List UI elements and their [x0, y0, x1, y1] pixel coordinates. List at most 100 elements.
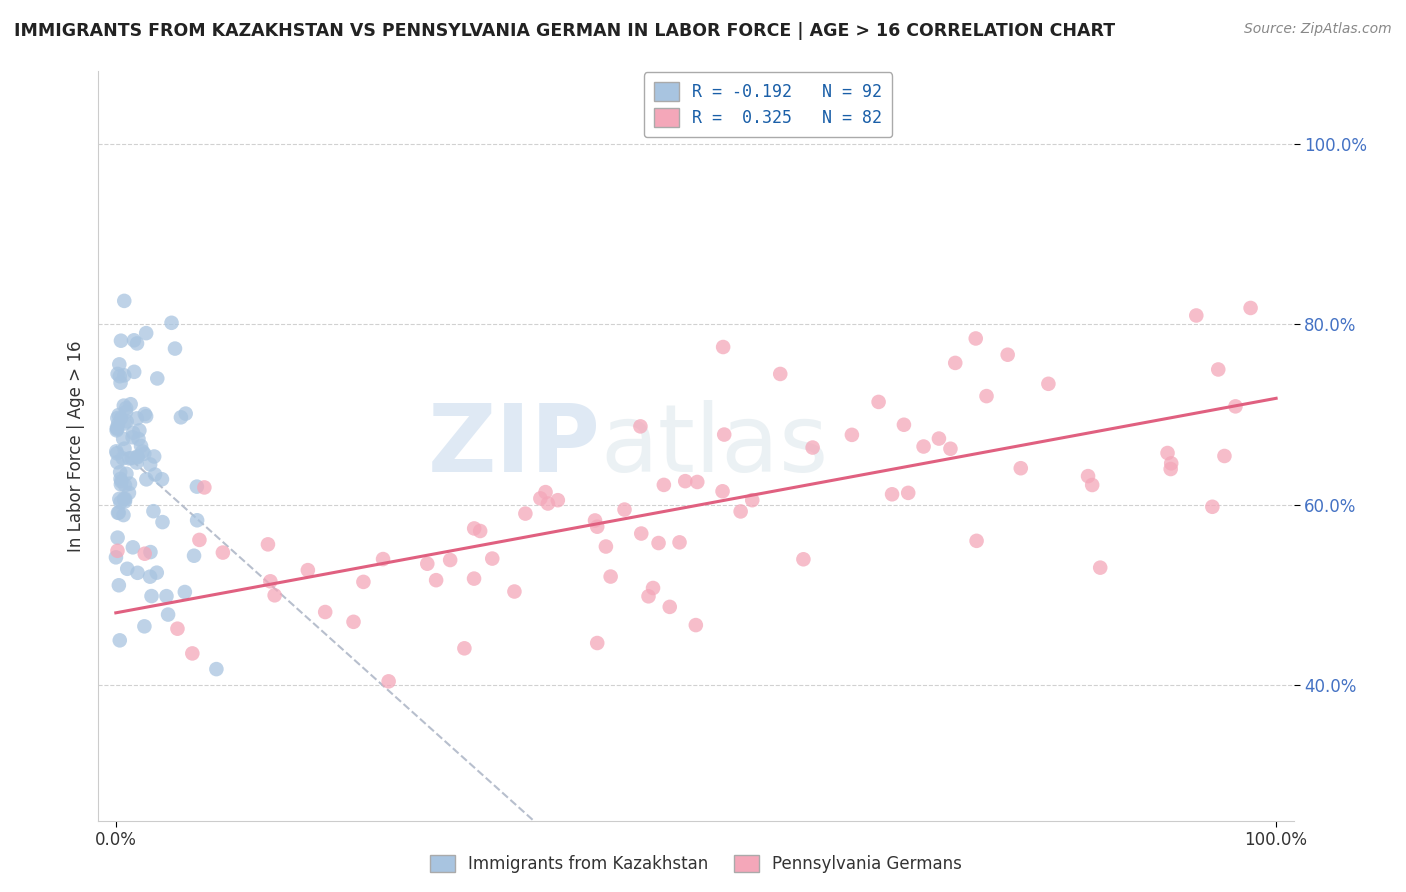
- Point: [416, 557, 439, 571]
- Point: [104, 550, 127, 565]
- Point: [686, 475, 709, 489]
- Point: [155, 589, 177, 603]
- Point: [117, 562, 139, 576]
- Point: [110, 495, 132, 509]
- Point: [1038, 376, 1060, 391]
- Point: [534, 485, 557, 500]
- Point: [1239, 301, 1261, 315]
- Point: [105, 423, 128, 437]
- Point: [134, 547, 156, 561]
- Point: [1213, 449, 1236, 463]
- Point: [139, 569, 162, 583]
- Text: ZIP: ZIP: [427, 400, 600, 492]
- Point: [107, 367, 129, 381]
- Point: [965, 331, 987, 345]
- Point: [128, 424, 150, 438]
- Point: [257, 537, 280, 551]
- Point: [801, 441, 824, 455]
- Point: [1185, 309, 1208, 323]
- Point: [641, 581, 664, 595]
- Point: [134, 447, 156, 461]
- Point: [139, 458, 162, 472]
- Point: [135, 409, 157, 424]
- Point: [107, 417, 129, 431]
- Point: [121, 541, 143, 555]
- Point: [115, 467, 138, 481]
- Point: [142, 504, 165, 518]
- Point: [595, 540, 617, 554]
- Point: [105, 446, 128, 460]
- Point: [150, 472, 173, 486]
- Point: [352, 574, 374, 589]
- Point: [186, 480, 208, 494]
- Point: [1201, 500, 1223, 514]
- Point: [188, 533, 211, 547]
- Point: [880, 487, 903, 501]
- Point: [1160, 456, 1182, 470]
- Point: [1225, 400, 1247, 414]
- Text: atlas: atlas: [600, 400, 828, 492]
- Point: [1090, 560, 1112, 574]
- Point: [122, 334, 145, 348]
- Point: [107, 408, 129, 422]
- Point: [141, 589, 163, 603]
- Point: [537, 496, 560, 510]
- Point: [897, 486, 920, 500]
- Point: [547, 493, 569, 508]
- Point: [259, 574, 281, 589]
- Point: [453, 641, 475, 656]
- Point: [129, 439, 152, 453]
- Point: [685, 618, 707, 632]
- Point: [114, 442, 136, 456]
- Point: [586, 519, 609, 533]
- Point: [174, 407, 197, 421]
- Point: [463, 572, 485, 586]
- Point: [125, 336, 148, 351]
- Point: [205, 662, 228, 676]
- Point: [115, 414, 138, 428]
- Point: [112, 491, 135, 506]
- Point: [481, 551, 503, 566]
- Point: [741, 493, 763, 508]
- Point: [730, 504, 752, 518]
- Point: [792, 552, 814, 566]
- Point: [647, 536, 669, 550]
- Point: [1081, 478, 1104, 492]
- Point: [108, 578, 131, 592]
- Point: [673, 474, 696, 488]
- Point: [114, 491, 136, 506]
- Point: [105, 420, 128, 434]
- Point: [146, 566, 169, 580]
- Point: [110, 472, 132, 486]
- Point: [108, 369, 131, 384]
- Point: [107, 543, 129, 558]
- Point: [108, 465, 131, 479]
- Point: [135, 326, 157, 340]
- Point: [134, 619, 156, 633]
- Point: [1077, 469, 1099, 483]
- Point: [976, 389, 998, 403]
- Point: [377, 674, 399, 689]
- Point: [186, 513, 208, 527]
- Point: [105, 455, 128, 469]
- Point: [157, 607, 180, 622]
- Point: [105, 411, 128, 425]
- Point: [212, 545, 235, 559]
- Point: [112, 508, 135, 522]
- Point: [658, 599, 681, 614]
- Point: [108, 357, 131, 371]
- Point: [105, 444, 128, 458]
- Point: [183, 549, 205, 563]
- Point: [146, 371, 169, 385]
- Point: [114, 478, 136, 492]
- Point: [503, 584, 526, 599]
- Point: [628, 419, 651, 434]
- Point: [114, 417, 136, 431]
- Point: [111, 451, 134, 466]
- Point: [425, 573, 447, 587]
- Point: [668, 535, 690, 549]
- Text: Source: ZipAtlas.com: Source: ZipAtlas.com: [1244, 22, 1392, 37]
- Point: [630, 526, 652, 541]
- Point: [122, 425, 145, 440]
- Point: [115, 405, 138, 419]
